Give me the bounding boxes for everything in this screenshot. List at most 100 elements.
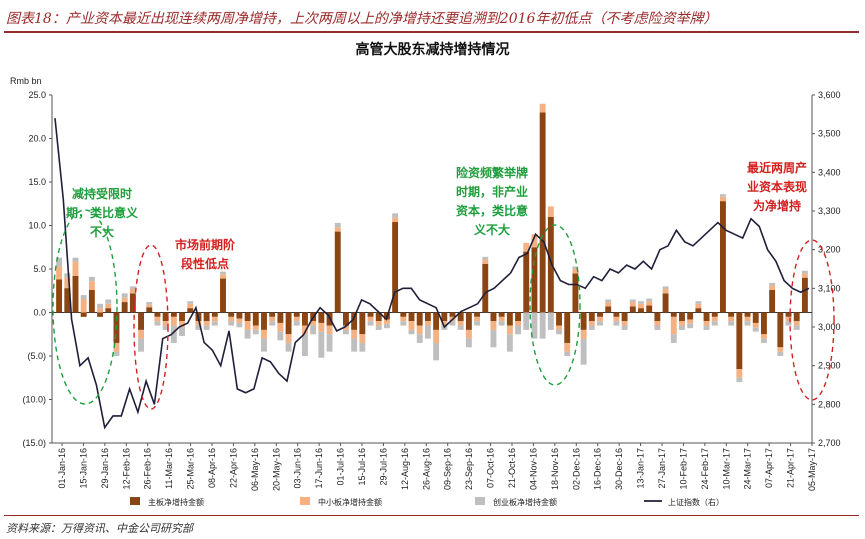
main-board-bar bbox=[801, 277, 808, 313]
sme-board-bar bbox=[605, 302, 612, 307]
x-tick-label: 26-Feb-16 bbox=[143, 448, 153, 490]
sme-board-bar bbox=[752, 322, 759, 328]
sme-board-bar bbox=[670, 316, 677, 335]
main-board-bar bbox=[744, 312, 751, 317]
main-board-bar bbox=[597, 312, 603, 317]
x-tick-label: 10-Mar-17 bbox=[721, 448, 731, 490]
sme-board-bar bbox=[629, 302, 636, 307]
chinext-board-bar bbox=[654, 325, 661, 330]
chinext-board-bar bbox=[621, 325, 628, 330]
chinext-board-bar bbox=[334, 222, 341, 228]
x-tick-label: 15-Jan-16 bbox=[78, 448, 88, 489]
chinext-board-bar bbox=[138, 338, 145, 352]
main-board-bar bbox=[121, 302, 128, 313]
chinext-board-bar bbox=[170, 325, 177, 343]
x-tick-label: 22-Apr-16 bbox=[228, 448, 238, 488]
main-board-bar bbox=[179, 312, 185, 322]
chinext-board-bar bbox=[146, 302, 153, 305]
chinext-board-bar bbox=[482, 256, 489, 260]
chinext-board-bar bbox=[375, 325, 382, 330]
sme-board-bar bbox=[654, 321, 661, 326]
chinext-board-bar bbox=[105, 299, 112, 304]
main-board-bar bbox=[252, 312, 259, 326]
sme-board-bar bbox=[334, 227, 341, 232]
sme-board-bar bbox=[236, 318, 243, 323]
annotation-line: 险资频繁举牌 bbox=[455, 166, 528, 180]
legend-main-board-swatch bbox=[130, 497, 140, 505]
chinext-board-bar bbox=[801, 270, 808, 274]
chinext-board-bar bbox=[211, 321, 218, 326]
chinext-board-bar bbox=[498, 321, 505, 326]
x-tick-label: 15-Jul-16 bbox=[357, 448, 367, 486]
sme-board-bar bbox=[736, 369, 743, 378]
highlight-ellipse-red-1 bbox=[133, 244, 169, 410]
sme-board-bar bbox=[580, 329, 587, 339]
x-tick-label: 24-Mar-17 bbox=[743, 448, 753, 490]
main-board-bar bbox=[638, 308, 644, 313]
sme-board-bar bbox=[679, 321, 685, 326]
x-tick-label: 26-Aug-16 bbox=[421, 448, 431, 490]
chinext-board-bar bbox=[220, 271, 226, 275]
x-tick-label: 21-Oct-16 bbox=[507, 448, 517, 488]
chinext-board-bar bbox=[318, 331, 325, 358]
x-tick-label: 07-Apr-17 bbox=[764, 448, 774, 488]
annotation-restriction-period: 减持受限时 期，类比意义 不大 bbox=[52, 185, 152, 242]
x-tick-label: 24-Feb-17 bbox=[700, 448, 710, 490]
chinext-board-bar bbox=[162, 325, 169, 330]
chinext-board-bar bbox=[777, 351, 784, 356]
chinext-board-bar bbox=[56, 257, 63, 267]
sme-board-bar bbox=[285, 334, 292, 343]
main-board-bar bbox=[539, 112, 546, 313]
sme-board-bar bbox=[203, 321, 210, 326]
sme-board-bar bbox=[351, 329, 358, 339]
main-board-bar bbox=[465, 312, 472, 330]
annotation-line: 市场前期阶 bbox=[174, 238, 235, 252]
sme-board-bar bbox=[64, 277, 71, 289]
chinext-board-bar bbox=[597, 321, 603, 326]
chinext-board-bar bbox=[556, 329, 562, 335]
main-board-bar bbox=[424, 312, 431, 322]
left-tick-label: 20.0 bbox=[28, 134, 46, 144]
x-tick-label: 18-Nov-16 bbox=[550, 448, 560, 490]
chinext-board-bar bbox=[72, 257, 79, 263]
x-tick-label: 11-Mar-16 bbox=[164, 448, 174, 489]
x-tick-label: 30-Dec-16 bbox=[614, 448, 624, 490]
chinext-board-bar bbox=[695, 301, 702, 304]
main-board-bar bbox=[228, 312, 235, 317]
chinext-board-bar bbox=[359, 342, 366, 352]
chinext-board-bar bbox=[383, 323, 390, 329]
right-tick-label: 2,800 bbox=[818, 399, 841, 409]
main-board-bar bbox=[220, 278, 226, 313]
chinext-board-bar bbox=[326, 334, 333, 352]
chinext-board-bar bbox=[342, 329, 349, 335]
main-board-bar bbox=[703, 312, 710, 322]
main-board-bar bbox=[146, 307, 153, 313]
sme-board-bar bbox=[293, 316, 300, 322]
chinext-board-bar bbox=[392, 213, 399, 218]
chinext-board-bar bbox=[203, 325, 210, 330]
chinext-board-bar bbox=[64, 273, 71, 278]
sme-board-bar bbox=[129, 289, 136, 294]
main-board-bar bbox=[97, 312, 104, 317]
sme-board-bar bbox=[261, 329, 267, 339]
main-board-bar bbox=[613, 312, 620, 317]
chinext-board-bar bbox=[531, 312, 538, 339]
x-tick-label: 07-Oct-16 bbox=[486, 448, 496, 488]
chinext-board-bar bbox=[367, 321, 374, 326]
chinext-board-bar bbox=[490, 329, 497, 348]
main-board-bar bbox=[736, 312, 743, 370]
main-board-bar bbox=[728, 312, 735, 317]
sme-board-bar bbox=[88, 281, 95, 290]
legend-chinext-board-label: 创业板净增持金额 bbox=[493, 497, 557, 507]
legend-chinext-board-swatch bbox=[475, 497, 485, 505]
sme-board-bar bbox=[687, 319, 694, 324]
chinext-board-bar bbox=[154, 321, 161, 326]
chinext-board-bar bbox=[580, 338, 587, 365]
chinext-board-bar bbox=[236, 322, 243, 328]
sme-board-bar bbox=[801, 273, 808, 278]
highlight-ellipse-red-2 bbox=[789, 239, 835, 401]
chinext-board-bar bbox=[179, 327, 185, 336]
chinext-board-bar bbox=[351, 338, 358, 352]
highlight-ellipse-green-2 bbox=[529, 224, 581, 386]
chinext-board-bar bbox=[662, 286, 669, 290]
